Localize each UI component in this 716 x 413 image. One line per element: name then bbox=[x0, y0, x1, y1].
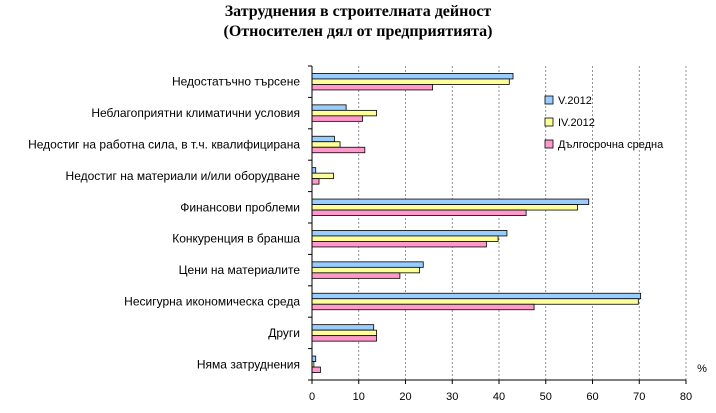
x-tick-label: 40 bbox=[493, 391, 505, 403]
x-tick-label: 50 bbox=[540, 391, 552, 403]
x-tick-label: 70 bbox=[633, 391, 645, 403]
category-label: Други bbox=[268, 326, 300, 340]
category-label: Недостиг на материали и/или оборудване bbox=[66, 169, 301, 183]
bar bbox=[311, 303, 535, 311]
chart-subtitle: (Относителен дял от предприятията) bbox=[223, 23, 493, 40]
category-label: Няма затруднения bbox=[197, 357, 300, 371]
legend-swatch bbox=[544, 139, 554, 149]
x-tick-label: 80 bbox=[680, 391, 692, 403]
chart-title: Затруднения в строителната дейност bbox=[224, 3, 492, 20]
bar bbox=[311, 329, 377, 337]
category-label: Недостиг на работна сила, в т.ч. квалифи… bbox=[28, 138, 300, 152]
bar bbox=[311, 298, 639, 305]
bar bbox=[311, 335, 377, 342]
bar bbox=[311, 324, 375, 331]
bar bbox=[311, 272, 401, 279]
x-tick-label: 0 bbox=[309, 391, 315, 403]
x-tick-label: 60 bbox=[586, 391, 598, 403]
bar bbox=[311, 104, 347, 111]
bar bbox=[311, 241, 487, 248]
bar bbox=[311, 178, 320, 185]
bar bbox=[311, 78, 510, 85]
x-tick-label: 20 bbox=[399, 391, 411, 403]
bar bbox=[311, 366, 321, 373]
bar bbox=[311, 172, 334, 180]
category-label: Конкуренция в бранша bbox=[172, 232, 300, 246]
bar bbox=[311, 204, 578, 211]
legend-swatch bbox=[544, 117, 554, 127]
bar bbox=[311, 115, 363, 122]
bar bbox=[311, 146, 366, 154]
bar bbox=[311, 167, 317, 174]
category-label: Несигурна икономическа среда bbox=[124, 295, 300, 309]
bar bbox=[311, 141, 341, 148]
bar bbox=[311, 109, 377, 117]
category-label: Цени на материалите bbox=[179, 263, 301, 277]
bar bbox=[311, 209, 527, 216]
bar bbox=[311, 198, 590, 205]
legend-swatch bbox=[544, 95, 554, 105]
category-label: Недостатъчно търсене bbox=[172, 75, 300, 89]
x-unit-label: % bbox=[697, 363, 707, 375]
bar bbox=[311, 261, 424, 268]
bar bbox=[311, 355, 317, 362]
legend-label: IV.2012 bbox=[558, 117, 595, 129]
bar bbox=[311, 84, 434, 91]
bar bbox=[311, 73, 514, 80]
legend-label: Дългосрочна средна bbox=[558, 139, 664, 151]
category-label: Неблагоприятни климатични условия bbox=[91, 106, 300, 120]
x-tick-label: 10 bbox=[353, 391, 365, 403]
category-label: Финансови проблеми bbox=[180, 200, 300, 214]
x-tick-label: 30 bbox=[446, 391, 458, 403]
bar bbox=[311, 235, 499, 242]
bar bbox=[311, 266, 420, 274]
chart-title-block: Затруднения в строителната дейност (Отно… bbox=[0, 2, 716, 42]
bar bbox=[311, 230, 508, 237]
bar bbox=[311, 135, 335, 143]
bar bbox=[311, 292, 642, 300]
legend-label: V.2012 bbox=[558, 95, 592, 107]
